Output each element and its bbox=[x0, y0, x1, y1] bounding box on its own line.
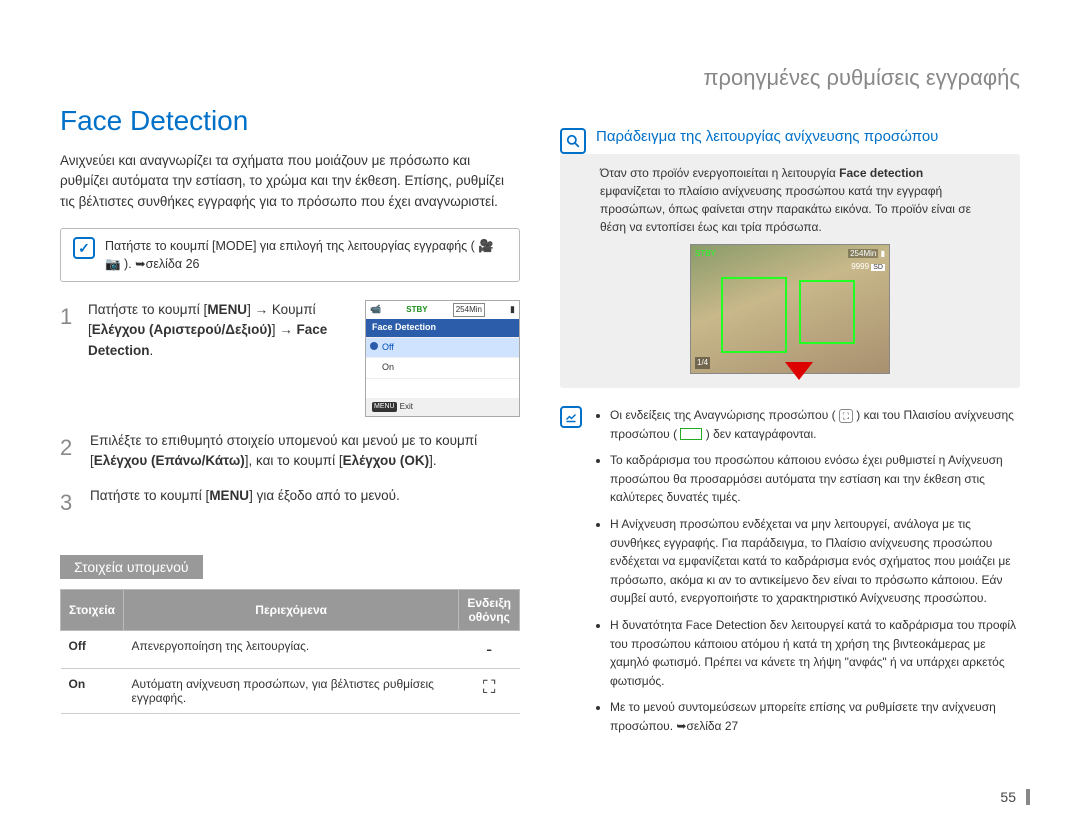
example-text-bold: Face detection bbox=[839, 166, 923, 180]
note-item: Η Ανίχνευση προσώπου ενδέχεται να μην λε… bbox=[610, 515, 1020, 608]
note-item: Με το μενού συντομεύσεων μπορείτε επίσης… bbox=[610, 698, 1020, 735]
note-item: Το καδράρισμα του προσώπου κάποιου ενόσω… bbox=[610, 451, 1020, 507]
row-item: On bbox=[61, 668, 124, 713]
stby-label: STBY bbox=[406, 304, 427, 316]
right-column: Παράδειγμα της λειτουργίας ανίχνευσης πρ… bbox=[560, 50, 1020, 762]
step-2: 2 Επιλέξτε το επιθυμητό στοιχείο υπομενο… bbox=[60, 431, 520, 472]
mode-tip-text: Πατήστε το κουμπί [MODE] για επιλογή της… bbox=[105, 237, 507, 273]
step-number: 1 bbox=[60, 300, 78, 333]
check-icon: ✓ bbox=[73, 237, 95, 259]
note-icon bbox=[560, 406, 582, 428]
left-column: Face Detection Ανιχνεύει και αναγνωρίζει… bbox=[60, 50, 520, 762]
note-item: Οι ενδείξεις της Αναγνώρισης προσώπου ( … bbox=[610, 406, 1020, 443]
mode-tip-box: ✓ Πατήστε το κουμπί [MODE] για επιλογή τ… bbox=[60, 228, 520, 282]
notes-list: Οι ενδείξεις της Αναγνώρισης προσώπου ( … bbox=[592, 406, 1020, 744]
photo-corner: 1/4 bbox=[695, 357, 710, 369]
example-text-post: εμφανίζεται το πλαίσιο ανίχνευσης προσώπ… bbox=[600, 184, 971, 234]
note-item: Η δυνατότητα Face Detection δεν λειτουργ… bbox=[610, 616, 1020, 690]
example-body: Όταν στο προϊόν ενεργοποιείται η λειτουρ… bbox=[560, 154, 1020, 388]
steps-list: 1 Πατήστε το κουμπί [MENU] → Κουμπί [Ελέ… bbox=[60, 300, 520, 519]
magnifier-icon bbox=[560, 128, 586, 154]
row-icon: ⛶ bbox=[459, 668, 520, 713]
menu-button-icon: MENU bbox=[372, 402, 397, 413]
table-row: Off Απενεργοποίηση της λειτουργίας. - bbox=[61, 630, 520, 668]
example-text-pre: Όταν στο προϊόν ενεργοποιείται η λειτουρ… bbox=[600, 166, 839, 180]
photo-battery-icon: ▮ bbox=[881, 249, 885, 258]
lcd-option-blank bbox=[366, 378, 519, 399]
example-photo: STBY 254Min ▮ 9999 SD 1/4 bbox=[690, 244, 890, 374]
lcd-option-on: On bbox=[366, 357, 519, 378]
photo-stby: STBY bbox=[695, 248, 716, 260]
lcd-option-off: Off bbox=[366, 337, 519, 358]
step-3: 3 Πατήστε το κουμπί [MENU] για έξοδο από… bbox=[60, 486, 520, 519]
notes-section: Οι ενδείξεις της Αναγνώρισης προσώπου ( … bbox=[560, 406, 1020, 744]
lcd-exit-row: MENU Exit bbox=[366, 398, 519, 416]
row-icon: - bbox=[459, 630, 520, 668]
example-section: Παράδειγμα της λειτουργίας ανίχνευσης πρ… bbox=[560, 128, 1020, 154]
step-1: 1 Πατήστε το κουμπί [MENU] → Κουμπί [Ελέ… bbox=[60, 300, 520, 417]
table-header-item: Στοιχεία bbox=[61, 589, 124, 630]
step-text: Πατήστε το κουμπί [MENU] → Κουμπί [Ελέγχ… bbox=[88, 300, 355, 361]
step-number: 2 bbox=[60, 431, 78, 472]
table-header-icon: Ενδειξη οθόνης bbox=[459, 589, 520, 630]
face-indicator-icon: ⛶ bbox=[839, 409, 853, 423]
face-frame-icon bbox=[680, 428, 702, 440]
step-text: Επιλέξτε το επιθυμητό στοιχείο υπομενού … bbox=[90, 431, 520, 472]
exit-label: Exit bbox=[400, 401, 413, 413]
submenu-table: Στοιχεία Περιεχόμενα Ενδειξη οθόνης Off … bbox=[60, 589, 520, 714]
chapter-title: προηγμένες ρυθμίσεις εγγραφής bbox=[0, 65, 1080, 91]
face-detection-box bbox=[799, 280, 855, 344]
table-header-desc: Περιεχόμενα bbox=[124, 589, 459, 630]
row-desc: Απενεργοποίηση της λειτουργίας. bbox=[124, 630, 459, 668]
step-number: 3 bbox=[60, 486, 78, 519]
example-title: Παράδειγμα της λειτουργίας ανίχνευσης πρ… bbox=[596, 128, 1020, 145]
battery-icon: ▮ bbox=[510, 303, 515, 317]
step-text: Πατήστε το κουμπί [MENU] για έξοδο από τ… bbox=[90, 486, 520, 519]
photo-time: 254Min bbox=[848, 249, 878, 258]
photo-sd-icon: SD bbox=[871, 264, 885, 271]
time-remaining: 254Min bbox=[453, 303, 485, 317]
section-title: Face Detection bbox=[60, 105, 520, 137]
submenu-heading: Στοιχεία υπομενού bbox=[60, 555, 203, 579]
lcd-screenshot: 📹 STBY 254Min ▮ Face Detection Off On ME… bbox=[365, 300, 520, 417]
row-item: Off bbox=[61, 630, 124, 668]
page-number: 55 bbox=[1000, 789, 1030, 805]
red-triangle-icon bbox=[785, 362, 813, 380]
row-desc: Αυτόματη ανίχνευση προσώπων, για βέλτιστ… bbox=[124, 668, 459, 713]
lcd-menu-title: Face Detection bbox=[366, 319, 519, 337]
face-detection-box bbox=[721, 277, 787, 353]
table-row: On Αυτόματη ανίχνευση προσώπων, για βέλτ… bbox=[61, 668, 520, 713]
camera-icon: 📹 bbox=[370, 303, 381, 317]
intro-text: Ανιχνεύει και αναγνωρίζει τα σχήματα που… bbox=[60, 151, 520, 212]
photo-count: 9999 bbox=[851, 262, 869, 271]
